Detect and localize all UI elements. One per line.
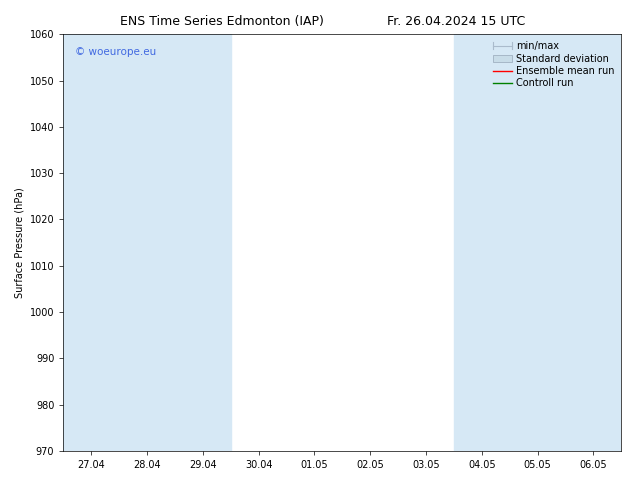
Text: Fr. 26.04.2024 15 UTC: Fr. 26.04.2024 15 UTC xyxy=(387,15,526,28)
Bar xyxy=(63,34,231,451)
Text: ENS Time Series Edmonton (IAP): ENS Time Series Edmonton (IAP) xyxy=(120,15,324,28)
Text: © woeurope.eu: © woeurope.eu xyxy=(75,47,156,57)
Y-axis label: Surface Pressure (hPa): Surface Pressure (hPa) xyxy=(14,187,24,298)
Bar xyxy=(454,34,621,451)
Legend: min/max, Standard deviation, Ensemble mean run, Controll run: min/max, Standard deviation, Ensemble me… xyxy=(489,37,618,92)
